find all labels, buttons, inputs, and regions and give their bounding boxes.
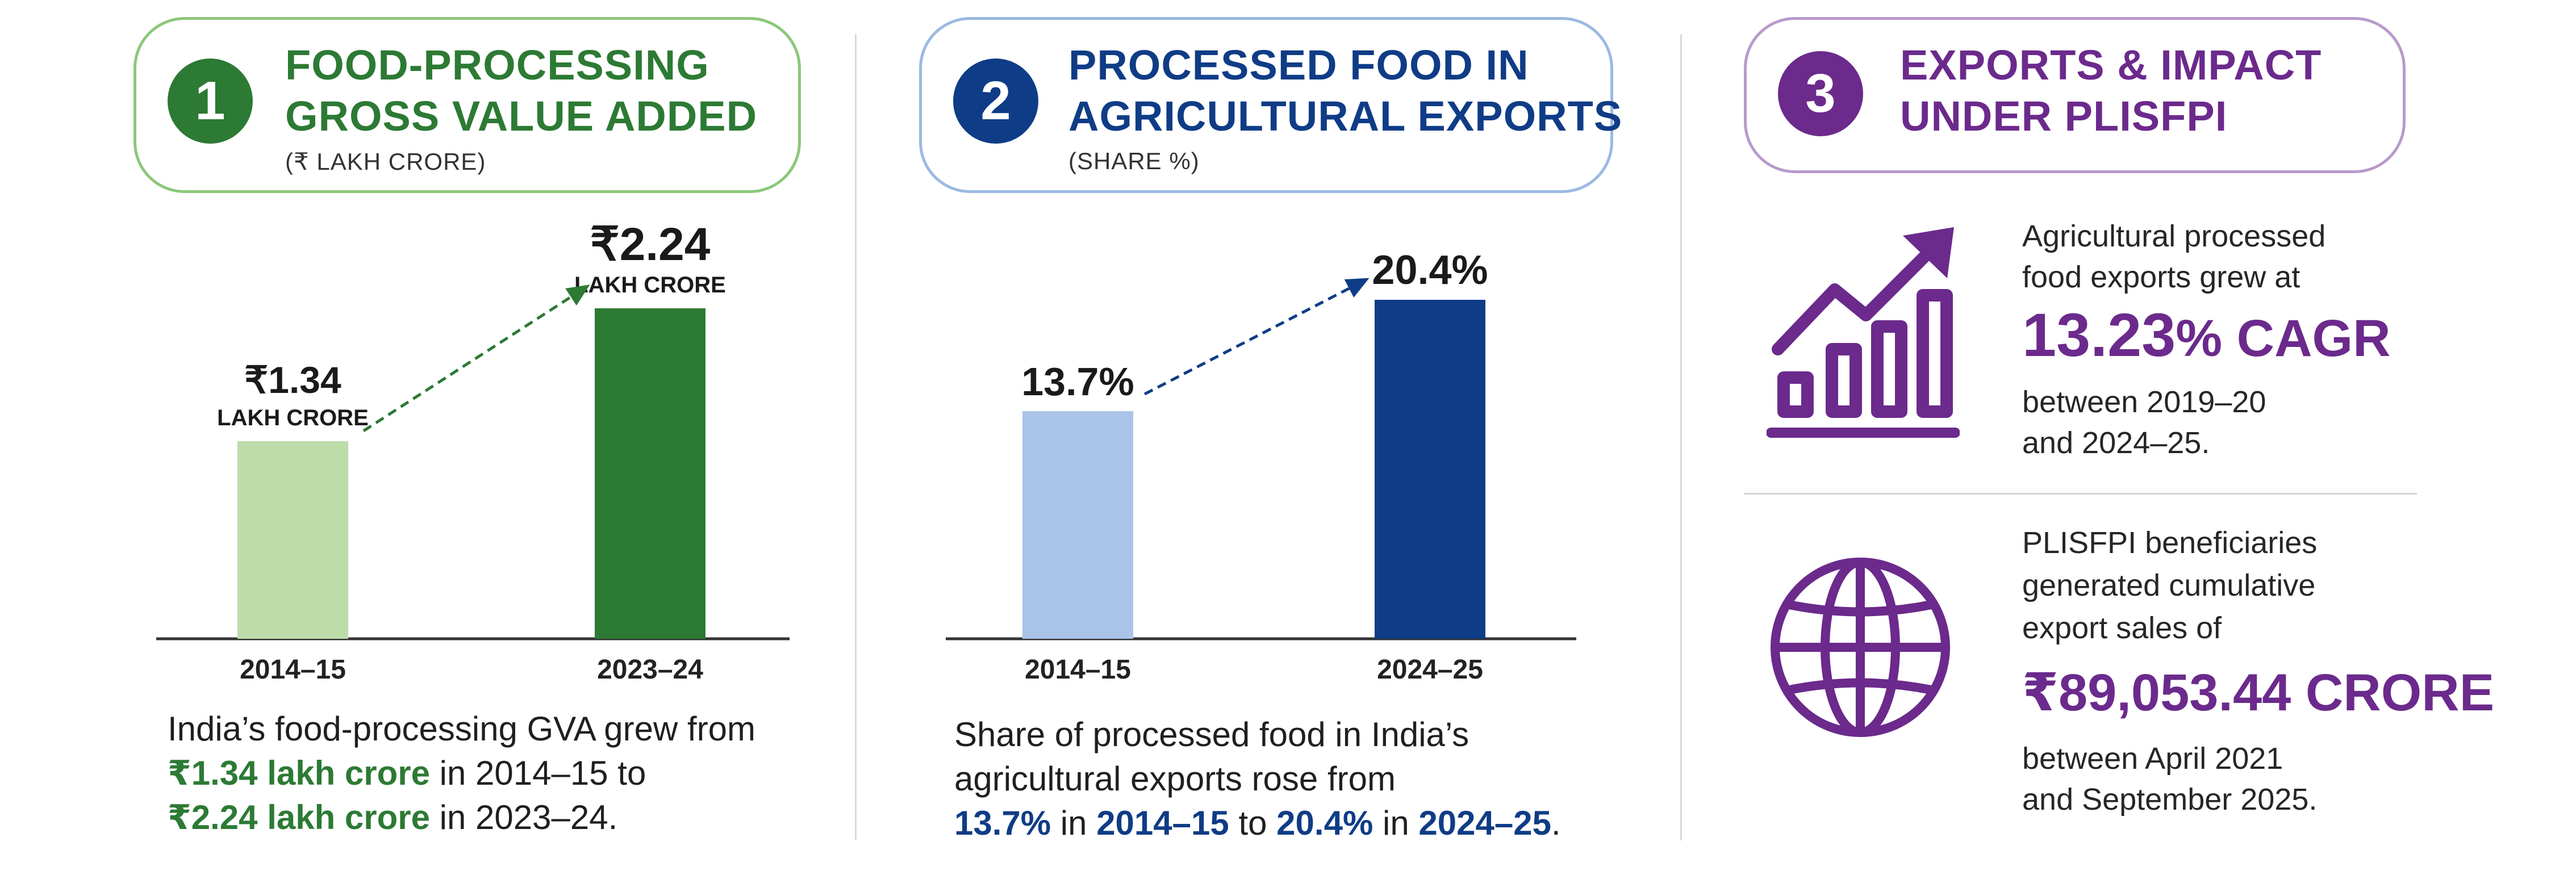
metric2-line4: between April 2021 [2022, 742, 2283, 776]
bar-2014–15 [1022, 411, 1133, 639]
growth-arrow [362, 295, 572, 432]
growth-arrow-head [1344, 278, 1370, 298]
panel-exports-impact: 3 EXPORTS & IMPACT UNDER PLISFPI Agricul… [1681, 0, 2576, 875]
metric2-line5: and September 2025. [2022, 782, 2318, 817]
metric2-line1: PLISFPI beneficiaries [2022, 526, 2318, 560]
x-tick-label: 2014–15 [1025, 655, 1131, 685]
metric2-line2: generated cumulative [2022, 568, 2316, 602]
panel2-caption-hl3: 20.4% [1276, 804, 1373, 842]
panel-gva: 1 FOOD-PROCESSING GROSS VALUE ADDED (₹ L… [0, 0, 858, 875]
panel2-title-line1: PROCESSED FOOD IN [1068, 41, 1529, 89]
panel2-title-line2: AGRICULTURAL EXPORTS [1068, 93, 1623, 140]
metric1-line3: between 2019–20 [2022, 385, 2266, 419]
panel1-title-line2: GROSS VALUE ADDED [285, 93, 758, 140]
divider-2 [1680, 34, 1682, 840]
panel3-title-line2: UNDER PLISFPI [1900, 93, 2228, 140]
panel1-caption-mid1: in 2014–15 to [430, 754, 646, 792]
data-label: 13.7% [1021, 359, 1134, 404]
panel1-header: 1 FOOD-PROCESSING GROSS VALUE ADDED (₹ L… [133, 17, 801, 193]
panel1-caption-line1: India’s food-processing GVA grew from [168, 710, 755, 748]
panel2-caption-hl4: 2024–25 [1418, 804, 1551, 842]
gva-bar-chart: 2014–15 ₹1.34 LAKH CRORE 2023–24 ₹2.24 LAKH C… [156, 219, 790, 685]
panel2-caption-hl1: 13.7% [954, 804, 1051, 842]
data-label: ₹2.24 [590, 219, 711, 270]
bar-2024–25 [1375, 300, 1485, 639]
metric2-line3: export sales of [2022, 611, 2222, 645]
data-unit-label: LAKH CRORE [574, 273, 726, 298]
panel1-caption: India’s food-processing GVA grew from ₹1… [168, 707, 755, 840]
panel1-caption-hl2: ₹2.24 lakh crore [168, 798, 431, 836]
data-label: 20.4% [1372, 248, 1488, 293]
x-tick-label: 2014–15 [240, 655, 346, 685]
metric1-line4: and 2024–25. [2022, 426, 2210, 460]
panel2-caption: Share of processed food in India’s agric… [954, 713, 1561, 845]
growth-arrow-head [565, 284, 590, 306]
panel1-caption-hl1: ₹1.34 lakh crore [168, 754, 431, 792]
exports-share-bar-chart: 2014–15 13.7% 2024–25 20.4% [946, 248, 1576, 685]
panel-exports-share: 2 PROCESSED FOOD IN AGRICULTURAL EXPORTS… [858, 0, 1681, 875]
growth-arrow [1143, 287, 1350, 396]
bar-2023–24 [595, 308, 705, 639]
growth-bar-chart-icon [1767, 227, 1960, 438]
panel1-number-badge: 1 [168, 58, 253, 144]
metric1-line2: food exports grew at [2022, 260, 2301, 294]
panel2-header: 2 PROCESSED FOOD IN AGRICULTURAL EXPORTS… [919, 17, 1622, 193]
data-label: ₹1.34 [244, 359, 341, 401]
data-unit-label: LAKH CRORE [217, 405, 369, 430]
metric1-value: 13.23% CAGR [2022, 300, 2391, 369]
panel1-subtitle: (₹ LAKH CRORE) [285, 148, 486, 175]
panel2-caption-line2: agricultural exports rose from [954, 760, 1396, 798]
panel1-caption-end: in 2023–24. [430, 798, 618, 836]
panel3-number-badge: 3 [1778, 51, 1863, 136]
panel3-separator [1744, 493, 2417, 495]
x-tick-label: 2024–25 [1377, 655, 1483, 685]
globe-icon [1771, 558, 1950, 737]
metric1-line1: Agricultural processed [2022, 219, 2326, 253]
panel2-number-badge: 2 [953, 58, 1038, 144]
metric2-value: ₹89,053.44 CRORE [2022, 664, 2495, 722]
panel2-subtitle: (SHARE %) [1068, 148, 1200, 174]
panel2-caption-line1: Share of processed food in India’s [954, 715, 1469, 753]
x-tick-label: 2023–24 [597, 655, 703, 685]
panel3-title-line1: EXPORTS & IMPACT [1900, 41, 2322, 89]
panel1-title-line1: FOOD-PROCESSING [285, 41, 709, 89]
divider-1 [855, 34, 857, 840]
panel3-header: 3 EXPORTS & IMPACT UNDER PLISFPI [1744, 17, 2406, 173]
panel2-caption-hl2: 2014–15 [1096, 804, 1229, 842]
bar-2014–15 [237, 441, 348, 639]
